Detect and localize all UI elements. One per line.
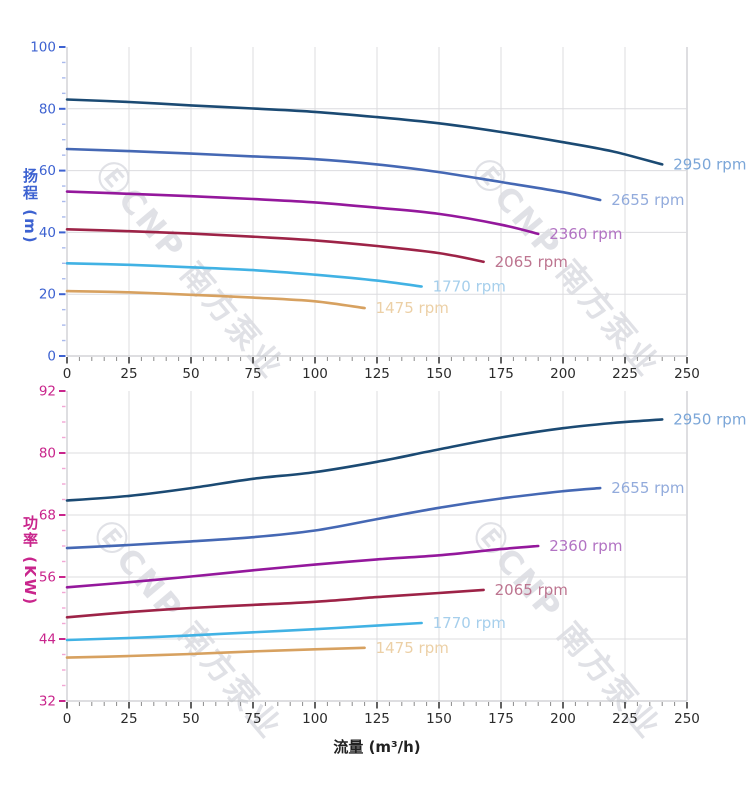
y-tick-label: 44: [39, 632, 56, 648]
x-tick-label: 75: [244, 711, 261, 727]
chart-panel-0: 0 20 40 60 80 100 0 25 50 75 100 125 150 175 200 225 250…: [30, 40, 746, 383]
series-label-1475-rpm: 1475 rpm: [376, 639, 449, 657]
curve-2950-rpm: [65, 98, 664, 166]
x-tick-label: 25: [120, 711, 137, 727]
power-axis-title: 功率 (KW): [21, 515, 39, 607]
series-label-1770-rpm: 1770 rpm: [433, 614, 506, 632]
flow-axis-title: 流量 (m³/h): [333, 738, 421, 756]
y-tick-label: 40: [39, 225, 56, 241]
series-label-2655-rpm: 2655 rpm: [611, 191, 684, 209]
x-tick-label: 150: [426, 366, 452, 382]
curve-1770-rpm: [65, 621, 423, 642]
x-tick-label: 175: [488, 711, 514, 727]
x-tick-label: 100: [302, 711, 328, 727]
series-label-2360-rpm: 2360 rpm: [549, 225, 622, 243]
curve-1475-rpm: [65, 646, 366, 659]
y-tick-label: 80: [39, 446, 56, 462]
x-tick-label: 0: [63, 711, 72, 727]
curve-1475-rpm: [65, 289, 366, 310]
x-tick-label: 150: [426, 711, 452, 727]
x-tick-label: 25: [120, 366, 137, 382]
series-label-1770-rpm: 1770 rpm: [433, 277, 506, 295]
curve-2360-rpm: [65, 190, 540, 236]
y-tick-label: 56: [39, 570, 56, 586]
curve-1770-rpm: [65, 262, 423, 288]
y-tick-label: 20: [39, 287, 56, 303]
x-tick-label: 100: [302, 366, 328, 382]
x-tick-label: 250: [674, 366, 700, 382]
series-label-2065-rpm: 2065 rpm: [495, 253, 568, 271]
series-label-1475-rpm: 1475 rpm: [376, 299, 449, 317]
series-label-2360-rpm: 2360 rpm: [549, 537, 622, 555]
x-tick-label: 0: [63, 366, 72, 382]
curve-2655-rpm: [65, 147, 602, 202]
x-tick-label: 50: [182, 711, 199, 727]
series-label-2655-rpm: 2655 rpm: [611, 479, 684, 497]
curve-2655-rpm: [65, 486, 602, 550]
y-tick-label: 92: [39, 384, 56, 400]
y-tick-label: 100: [30, 40, 56, 56]
x-tick-label: 125: [364, 366, 390, 382]
curve-2065-rpm: [65, 588, 485, 619]
x-tick-label: 225: [612, 366, 638, 382]
x-tick-label: 125: [364, 711, 390, 727]
x-tick-label: 250: [674, 711, 700, 727]
y-tick-label: 32: [39, 694, 56, 710]
x-tick-label: 175: [488, 366, 514, 382]
y-tick-label: 0: [47, 349, 56, 365]
y-tick-label: 68: [39, 508, 56, 524]
curve-2360-rpm: [65, 544, 540, 589]
x-tick-label: 75: [244, 366, 261, 382]
y-tick-label: 60: [39, 163, 56, 179]
curve-2065-rpm: [65, 228, 485, 264]
x-tick-label: 200: [550, 711, 576, 727]
x-tick-label: 225: [612, 711, 638, 727]
series-label-2950-rpm: 2950 rpm: [673, 155, 746, 173]
head-axis-title: 扬程 (m): [21, 168, 39, 245]
chart-panel-1: 32 44 56 68 80 92 0 25 50 75 100 125 150 175 200 225 250…: [39, 384, 747, 728]
y-tick-label: 80: [39, 101, 56, 117]
series-label-2950-rpm: 2950 rpm: [673, 410, 746, 428]
curve-2950-rpm: [65, 418, 664, 502]
x-tick-label: 50: [182, 366, 199, 382]
series-label-2065-rpm: 2065 rpm: [495, 581, 568, 599]
x-tick-label: 200: [550, 366, 576, 382]
